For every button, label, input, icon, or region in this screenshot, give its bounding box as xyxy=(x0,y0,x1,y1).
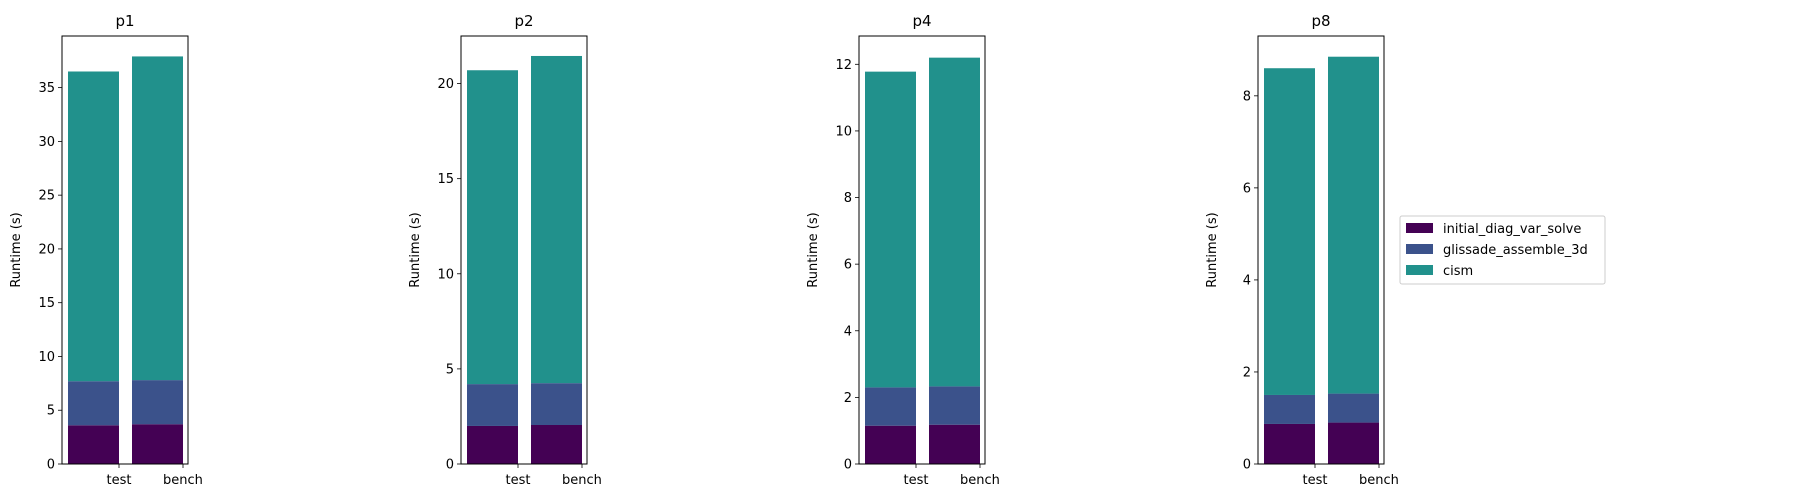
chart-panel-p4: test bench 0 2 4 6 8 10 12 Runtime (s) p4 xyxy=(806,12,1000,488)
legend-label-initial_diag_var_solve: initial_diag_var_solve xyxy=(1443,222,1581,237)
bar-test-initial_diag_var_solve xyxy=(68,425,119,464)
legend: initial_diag_var_solve glissade_assemble_… xyxy=(1399,215,1606,285)
bar-test-initial_diag_var_solve xyxy=(1264,423,1315,464)
bar-bench-initial_diag_var_solve xyxy=(1328,422,1379,464)
bar-test-glissade_assemble_3d xyxy=(865,387,916,426)
y-tick-label: 6 xyxy=(1243,181,1251,196)
bar-bench-initial_diag_var_solve xyxy=(531,425,582,464)
axes-frame xyxy=(460,35,588,465)
y-axis-label: Runtime (s) xyxy=(408,212,423,287)
y-tick-label: 12 xyxy=(835,58,852,73)
x-tick-label: test xyxy=(904,473,929,488)
chart-title: p2 xyxy=(514,12,533,30)
y-tick-label: 10 xyxy=(38,350,55,365)
y-tick-label: 0 xyxy=(844,458,852,473)
y-tick-label: 2 xyxy=(844,391,852,406)
y-tick-label: 10 xyxy=(835,124,852,139)
bar-bench-glissade_assemble_3d xyxy=(132,380,183,425)
bar-test-cism xyxy=(467,70,518,385)
y-tick-label: 0 xyxy=(47,458,55,473)
axes-frame xyxy=(858,35,986,465)
y-tick-label: 4 xyxy=(1243,273,1251,288)
bar-bench-glissade_assemble_3d xyxy=(1328,393,1379,423)
bar-test-cism xyxy=(865,71,916,388)
y-tick-label: 15 xyxy=(437,172,454,187)
y-tick-label: 8 xyxy=(1243,89,1251,104)
chart-panel-p1: test bench 0 5 10 15 20 25 30 35 Runtime (s) p1 xyxy=(9,12,203,488)
axes-frame xyxy=(61,35,189,465)
y-tick-label: 5 xyxy=(47,404,55,419)
bar-bench-cism xyxy=(1328,56,1379,394)
bar-bench-initial_diag_var_solve xyxy=(929,424,980,464)
chart-panel-p8: test bench 0 2 4 6 8 Runtime (s) p8 xyxy=(1205,12,1399,488)
bar-bench-glissade_assemble_3d xyxy=(531,383,582,426)
y-axis-label: Runtime (s) xyxy=(9,212,24,287)
bar-test-glissade_assemble_3d xyxy=(68,381,119,426)
y-tick-label: 20 xyxy=(437,77,454,92)
bar-test-initial_diag_var_solve xyxy=(865,425,916,464)
legend-label-cism: cism xyxy=(1443,264,1473,279)
x-tick-label: bench xyxy=(1359,473,1399,488)
legend-swatch-glissade_assemble_3d xyxy=(1406,244,1433,254)
bar-test-cism xyxy=(68,71,119,382)
x-tick-label: test xyxy=(1303,473,1328,488)
x-tick-label: bench xyxy=(163,473,203,488)
chart-panel-p2: test bench 0 5 10 15 20 Runtime (s) p2 xyxy=(408,12,602,488)
y-tick-label: 4 xyxy=(844,324,852,339)
bar-bench-cism xyxy=(929,57,980,387)
bar-bench-cism xyxy=(132,56,183,381)
y-tick-label: 15 xyxy=(38,296,55,311)
y-tick-label: 30 xyxy=(38,135,55,150)
y-tick-label: 0 xyxy=(1243,458,1251,473)
y-axis-label: Runtime (s) xyxy=(806,212,821,287)
legend-swatch-cism xyxy=(1406,265,1433,275)
x-tick-label: test xyxy=(506,473,531,488)
x-tick-label: bench xyxy=(960,473,1000,488)
legend-label-glissade_assemble_3d: glissade_assemble_3d xyxy=(1443,243,1588,258)
y-tick-label: 8 xyxy=(844,191,852,206)
x-tick-label: bench xyxy=(562,473,602,488)
bar-bench-initial_diag_var_solve xyxy=(132,424,183,464)
axes-frame xyxy=(1257,35,1385,465)
y-tick-label: 10 xyxy=(437,267,454,282)
y-tick-label: 35 xyxy=(38,81,55,96)
y-tick-label: 25 xyxy=(38,189,55,204)
y-tick-label: 5 xyxy=(446,362,454,377)
y-tick-label: 2 xyxy=(1243,365,1251,380)
bar-bench-glissade_assemble_3d xyxy=(929,386,980,425)
y-tick-label: 6 xyxy=(844,258,852,273)
y-axis-label: Runtime (s) xyxy=(1205,212,1220,287)
chart-title: p1 xyxy=(115,12,134,30)
chart-title: p4 xyxy=(912,12,931,30)
legend-box xyxy=(1399,215,1606,285)
bar-test-initial_diag_var_solve xyxy=(467,425,518,464)
bar-bench-cism xyxy=(531,55,582,384)
bar-test-glissade_assemble_3d xyxy=(1264,394,1315,424)
bar-test-cism xyxy=(1264,68,1315,395)
y-tick-label: 20 xyxy=(38,242,55,257)
y-tick-label: 0 xyxy=(446,458,454,473)
chart-title: p8 xyxy=(1311,12,1330,30)
bar-test-glissade_assemble_3d xyxy=(467,384,518,426)
legend-swatch-initial_diag_var_solve xyxy=(1406,223,1433,233)
x-tick-label: test xyxy=(107,473,132,488)
